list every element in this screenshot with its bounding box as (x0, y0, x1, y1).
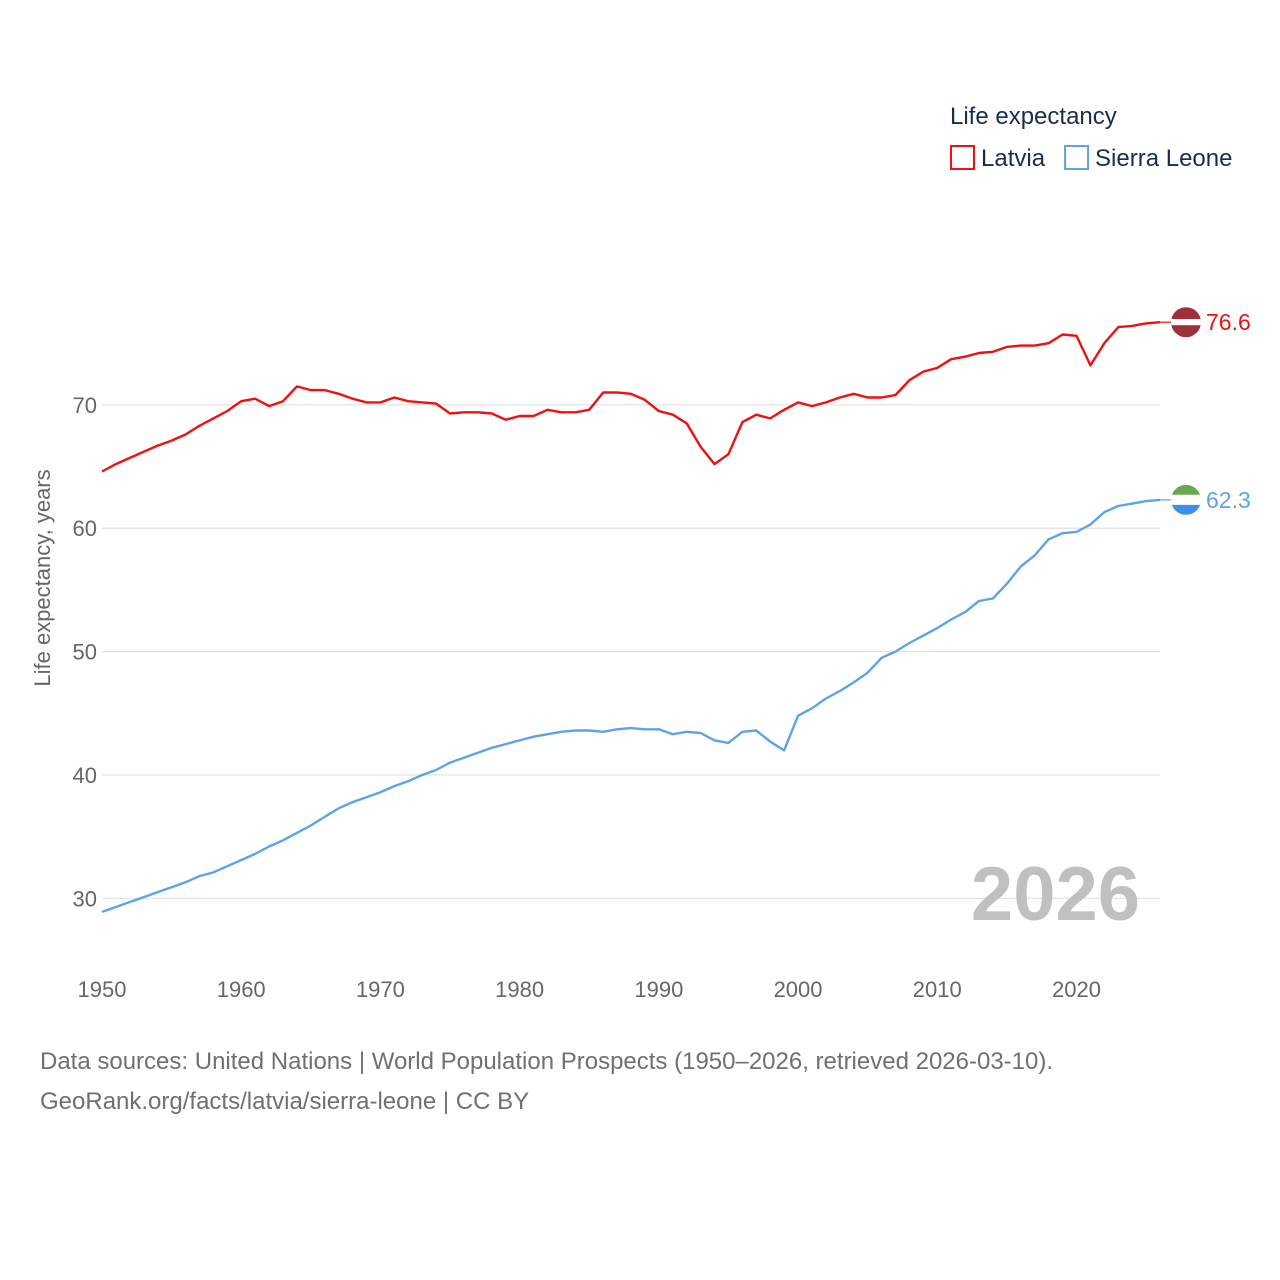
x-tick-label: 2010 (913, 977, 962, 1002)
series-lines: 76.6 62.3 (101, 307, 1251, 914)
y-tick-label: 70 (73, 393, 97, 418)
x-tick-label: 1990 (634, 977, 683, 1002)
x-tick-label: 1950 (78, 977, 127, 1002)
year-watermark: 2026 (971, 852, 1140, 937)
series-line-latvia (101, 321, 1161, 473)
legend-swatch-latvia (950, 145, 975, 170)
flag-sierra-leone-icon (1171, 484, 1201, 515)
line-chart: 30 40 50 60 70 1950 1960 1970 1980 1990 2000 2010 2… (30, 103, 1251, 1002)
legend-items: Latvia Sierra Leone (950, 145, 1232, 172)
y-tick-label: 50 (73, 640, 97, 665)
x-tick-label: 2020 (1052, 977, 1101, 1002)
legend-swatch-sierra-leone (1064, 145, 1090, 170)
flag-latvia-icon (1171, 307, 1201, 338)
y-tick-label: 40 (73, 763, 97, 788)
x-tick-label: 1980 (495, 977, 544, 1002)
x-tick-label: 1960 (217, 977, 266, 1002)
y-axis: 30 40 50 60 70 (73, 393, 97, 911)
y-tick-label: 30 (73, 886, 97, 911)
legend-title: Life expectancy (950, 103, 1117, 130)
x-tick-label: 1970 (356, 977, 405, 1002)
legend-label-latvia: Latvia (981, 145, 1046, 172)
series-line-sierra-leone (101, 498, 1161, 914)
source-note: Data sources: United Nations | World Pop… (40, 1042, 1053, 1122)
source-line: Data sources: United Nations | World Pop… (40, 1048, 1054, 1075)
legend: Life expectancy Latvia Sierra Leone (950, 103, 1232, 172)
legend-label-sierra-leone: Sierra Leone (1095, 145, 1232, 172)
end-value-label-latvia: 76.6 (1206, 309, 1251, 335)
y-tick-label: 60 (73, 516, 97, 541)
x-axis: 1950 1960 1970 1980 1990 2000 2010 2020 (78, 977, 1101, 1002)
gridlines (102, 404, 1160, 899)
credit-line: GeoRank.org/facts/latvia/sierra-leone | … (40, 1088, 530, 1115)
x-tick-label: 2000 (774, 977, 823, 1002)
end-value-label-sierra-leone: 62.3 (1206, 487, 1251, 513)
y-axis-label: Life expectancy, years (30, 469, 55, 686)
